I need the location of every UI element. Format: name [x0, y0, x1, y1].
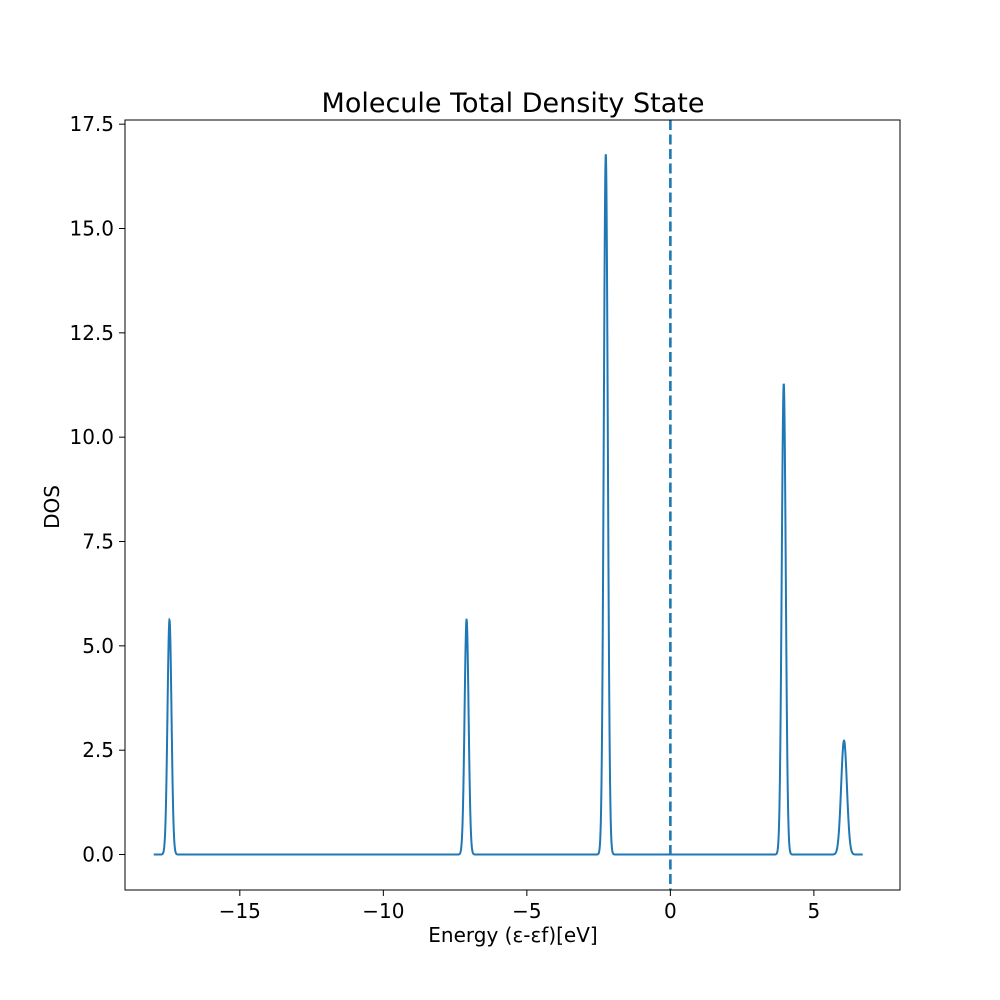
- dos-series-line: [153, 154, 863, 856]
- y-tick-label: 15.0: [69, 217, 114, 241]
- x-tick-label: −10: [362, 899, 404, 923]
- y-tick-label: 7.5: [82, 530, 114, 554]
- x-tick-label: 5: [808, 899, 821, 923]
- x-axis-label: Energy (ε-εf)[eV]: [428, 923, 597, 947]
- y-axis-label: DOS: [40, 485, 64, 529]
- y-tick-label: 17.5: [69, 112, 114, 136]
- y-tick-label: 2.5: [82, 738, 114, 762]
- y-tick-label: 0.0: [82, 843, 114, 867]
- x-axis-ticks: −15 −10 −5 0 5: [219, 890, 821, 923]
- y-tick-label: 12.5: [69, 321, 114, 345]
- y-tick-label: 10.0: [69, 425, 114, 449]
- chart-title: Molecule Total Density State: [322, 88, 705, 119]
- y-axis-ticks: 0.0 2.5 5.0 7.5 10.0 12.5 15.0 17.5: [69, 112, 125, 867]
- axes-frame: [124, 119, 901, 891]
- y-tick-label: 5.0: [82, 634, 114, 658]
- x-tick-label: 0: [664, 899, 677, 923]
- x-tick-label: −15: [219, 899, 261, 923]
- plot-area: [153, 120, 863, 890]
- x-tick-label: −5: [512, 899, 541, 923]
